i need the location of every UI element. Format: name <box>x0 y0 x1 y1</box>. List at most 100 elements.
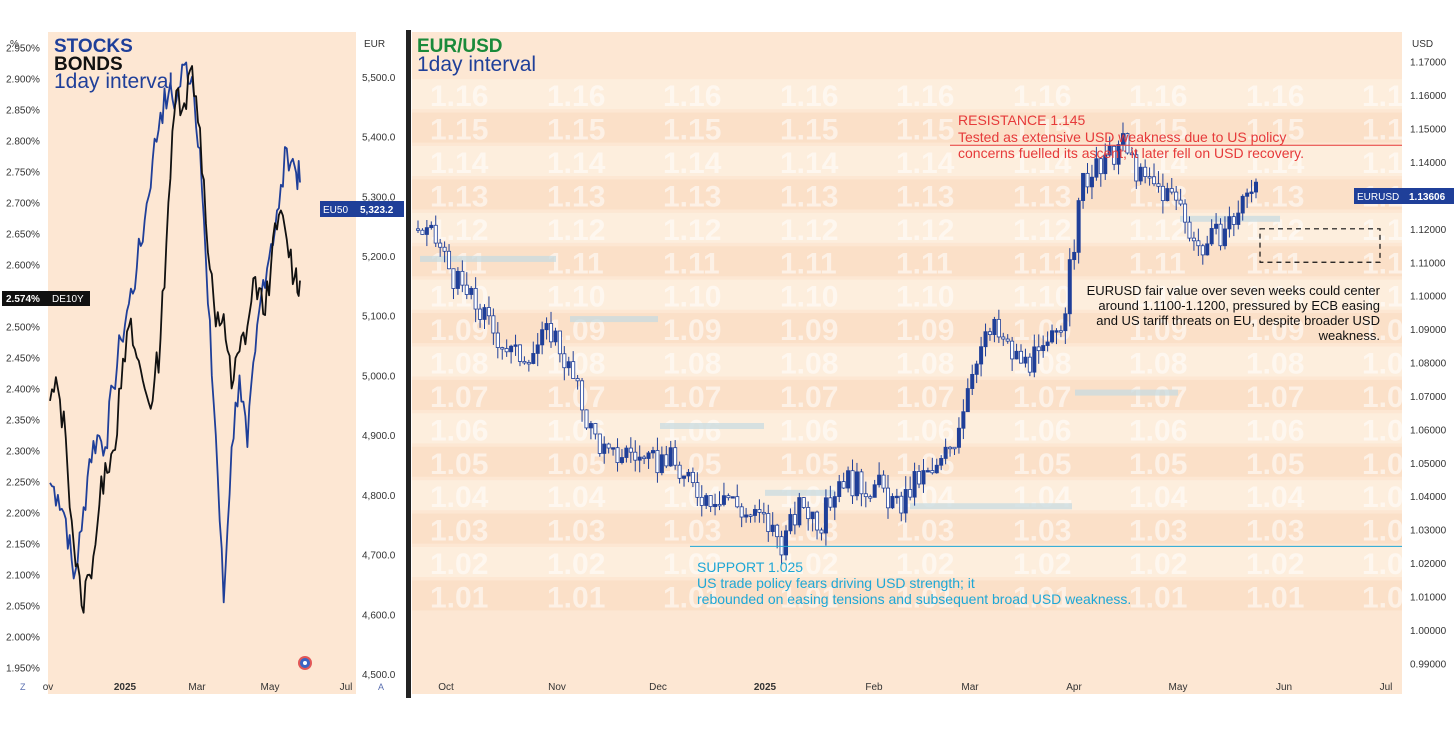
candle-body <box>1156 183 1161 187</box>
watermark-label: 1.15 <box>780 114 838 147</box>
candle-body <box>628 447 633 453</box>
candle-body <box>1112 145 1117 165</box>
watermark-label: 1.07 <box>1129 381 1187 414</box>
candle-body <box>983 331 988 348</box>
left-x-tick: Jul <box>340 682 353 693</box>
watermark-label: 1.07 <box>663 381 721 414</box>
candle-body <box>540 329 545 346</box>
panel-divider <box>406 30 411 698</box>
volume-profile-bar <box>570 316 658 323</box>
candle-body <box>593 423 598 435</box>
watermark-label: 1.01 <box>1246 581 1304 614</box>
right-x-tick: Feb <box>865 682 883 693</box>
candle-body <box>1027 356 1032 373</box>
left-axis-tick: 2.500% <box>6 322 40 333</box>
watermark-label: 1.03 <box>1129 515 1187 548</box>
watermark-label: 1.10 <box>780 281 838 314</box>
corner-left-label[interactable]: Z <box>20 682 26 692</box>
bonds-line <box>49 65 301 614</box>
watermark-label: 1.07 <box>430 381 488 414</box>
left-axis-tick: 2.950% <box>6 43 40 54</box>
volume-profile-bar <box>660 423 764 430</box>
left-axis-tick: 2.000% <box>6 633 40 644</box>
candle-body <box>837 481 842 497</box>
candle-body <box>1125 133 1130 154</box>
watermark-label: 1.05 <box>780 448 838 481</box>
candle-body <box>850 470 855 497</box>
watermark-label: 1.14 <box>1246 147 1305 180</box>
right-axis-tick: 1.15000 <box>1410 125 1447 136</box>
bond-badge-value: 2.574% <box>6 294 40 305</box>
left-plot-background <box>48 32 356 694</box>
right-x-tick: Mar <box>961 682 979 693</box>
candle-body <box>624 447 629 458</box>
candle-body <box>894 495 899 499</box>
candle-body <box>1001 336 1006 340</box>
candle-body <box>752 509 757 516</box>
right-axis-tick: 1.09000 <box>1410 325 1447 336</box>
watermark-label: 1.11 <box>1013 247 1070 280</box>
watermark-label: 1.12 <box>547 214 605 247</box>
watermark-label: 1.05 <box>1246 448 1304 481</box>
candle-body <box>1036 346 1041 352</box>
candle-body <box>890 496 895 509</box>
watermark-label: 1.01 <box>896 581 954 614</box>
stock-badge-value: 5,323.2 <box>360 205 394 216</box>
right-axis-tick: 1.14000 <box>1410 158 1447 169</box>
candle-body <box>770 524 775 532</box>
candle-body <box>420 229 425 235</box>
candle-body <box>677 464 682 479</box>
watermark-label: 1.06 <box>1129 414 1187 447</box>
candle-body <box>877 474 882 486</box>
watermark-label: 1.05 <box>430 448 488 481</box>
left-interval-label: 1day interval <box>54 70 173 93</box>
candle-body <box>704 495 709 506</box>
corner-right-label[interactable]: A <box>378 682 384 692</box>
watermark-label: 1.12 <box>663 214 721 247</box>
left-x-tick: ov <box>43 682 54 693</box>
candle-body <box>522 361 527 364</box>
candle-body <box>766 513 771 532</box>
watermark-label: 1.12 <box>1362 214 1420 247</box>
candle-body <box>1222 228 1227 247</box>
candle-body <box>633 451 638 461</box>
right-x-tick: Oct <box>438 682 454 693</box>
price-badge-value: 1.13606 <box>1409 192 1446 203</box>
left-axis-tick: 2.200% <box>6 509 40 520</box>
candle-body <box>713 504 718 508</box>
candle-body <box>584 409 589 429</box>
watermark-label: 1.02 <box>430 548 488 581</box>
candle-body <box>588 423 593 429</box>
watermark-band <box>412 513 1402 544</box>
candle-body <box>1214 223 1219 229</box>
candle-body <box>442 246 447 252</box>
watermark-label: 1.14 <box>780 147 839 180</box>
watermark-label: 1.15 <box>547 114 605 147</box>
candle-body <box>899 495 904 514</box>
price-badge <box>1354 188 1454 204</box>
watermark-label: 1.03 <box>1013 515 1071 548</box>
replay-icon[interactable] <box>298 656 312 670</box>
watermark-band <box>412 413 1402 444</box>
watermark-label: 1.09 <box>1246 314 1304 347</box>
forecast-line3: and US tariff threats on EU, despite bro… <box>1096 313 1380 328</box>
candle-body <box>575 378 580 382</box>
candle-body <box>1058 330 1063 333</box>
candle-body <box>650 450 655 454</box>
watermark-label: 1.03 <box>896 515 954 548</box>
watermark-label: 1.13 <box>430 180 488 213</box>
watermark-label: 1.02 <box>780 548 838 581</box>
watermark-label: 1.02 <box>1246 548 1304 581</box>
watermark-label: 1.02 <box>663 548 721 581</box>
watermark-label: 1.09 <box>896 314 954 347</box>
support-line2: rebounded on easing tensions and subsequ… <box>697 591 1131 607</box>
candle-body <box>517 344 522 362</box>
candle-body <box>469 287 474 295</box>
candle-body <box>992 318 997 335</box>
left-axis-tick: 2.650% <box>6 229 40 240</box>
watermark-label: 1.10 <box>1246 281 1304 314</box>
forecast-line1: EURUSD fair value over seven weeks could… <box>1087 283 1381 298</box>
candle-body <box>433 224 438 244</box>
watermark-label: 1.07 <box>1246 381 1304 414</box>
